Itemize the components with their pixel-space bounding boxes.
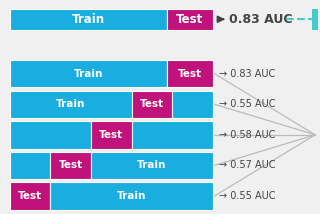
Bar (172, 91, 213, 118)
Text: → 0.58 AUC: → 0.58 AUC (219, 130, 276, 140)
Bar (132, 121, 213, 149)
Text: Test: Test (178, 69, 202, 79)
Bar (10, 121, 91, 149)
Text: Train: Train (72, 13, 105, 26)
Text: Train: Train (137, 160, 166, 170)
Text: Test: Test (99, 130, 123, 140)
Bar (50, 152, 91, 179)
Text: 0.83 AUC: 0.83 AUC (229, 13, 293, 26)
Bar (10, 91, 132, 118)
Bar (10, 9, 167, 30)
Bar (312, 9, 318, 30)
Text: → 0.55 AUC: → 0.55 AUC (219, 99, 276, 109)
Bar (10, 60, 167, 87)
Text: Train: Train (74, 69, 103, 79)
Bar (132, 91, 172, 118)
Text: Train: Train (117, 191, 146, 201)
Text: Test: Test (140, 99, 164, 109)
Text: → 0.57 AUC: → 0.57 AUC (219, 160, 276, 170)
Bar (167, 9, 213, 30)
Bar (10, 152, 50, 179)
Text: Test: Test (176, 13, 204, 26)
Text: → 0.83 AUC: → 0.83 AUC (219, 69, 276, 79)
Text: Train: Train (56, 99, 85, 109)
Bar (91, 152, 213, 179)
Bar (50, 182, 213, 210)
Bar (167, 60, 213, 87)
Bar (91, 121, 132, 149)
Bar (10, 182, 50, 210)
Text: Test: Test (59, 160, 83, 170)
Text: → 0.55 AUC: → 0.55 AUC (219, 191, 276, 201)
Text: Test: Test (18, 191, 42, 201)
